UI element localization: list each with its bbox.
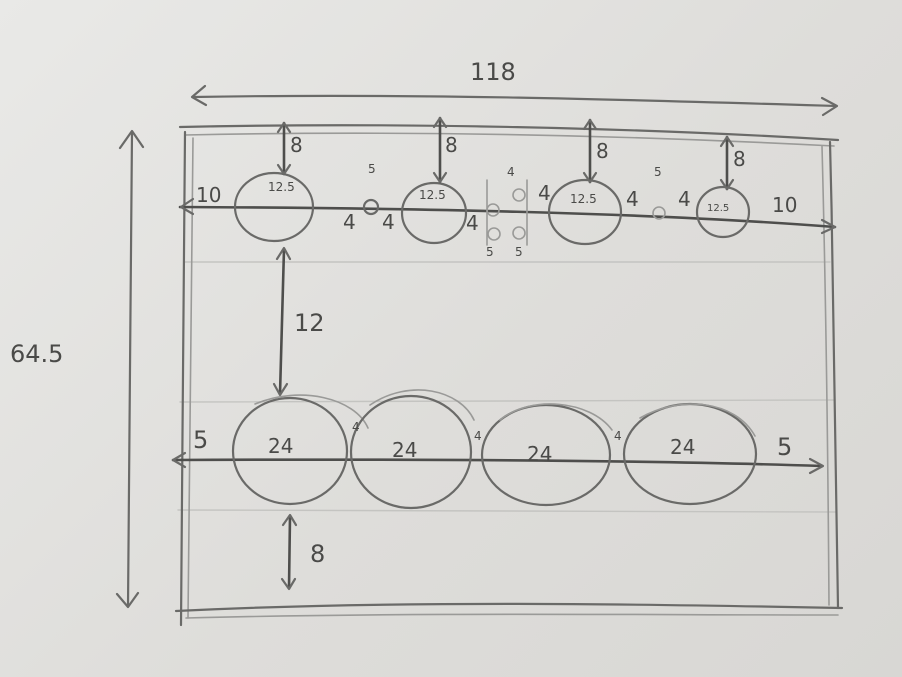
overall-height-label: 64.5: [10, 340, 63, 368]
top-circle-diameter-label-2: 12.5: [419, 188, 446, 202]
bottom-circle-2: [349, 394, 473, 510]
bottom-left-edge-label: 5: [193, 426, 208, 454]
bottom-circle-3: [480, 403, 612, 507]
top-circle-2: [400, 181, 468, 245]
small-circle-6: [652, 206, 666, 220]
bottom-circle-1: [231, 396, 349, 506]
top-margin-label-1: 8: [290, 133, 303, 157]
bottom-gap-label-1: 4: [352, 420, 360, 434]
overall-height-dimension: [115, 129, 145, 609]
small-circle-5: [512, 226, 526, 240]
bottom-circle-diameter-label-1: 24: [268, 434, 293, 458]
overall-width-dimension: [190, 84, 839, 117]
bottom-margin-label: 8: [310, 540, 325, 568]
bottom-circle-diameter-label-4: 24: [670, 435, 695, 459]
guide-line: [177, 509, 837, 513]
gap-label-6: 4: [678, 187, 691, 211]
top-left-edge-label: 10: [196, 183, 221, 207]
gap-label-3: 4: [466, 211, 479, 235]
bottom-margin-arrow: [280, 513, 298, 591]
top-margin-label-2: 8: [445, 133, 458, 157]
gap-label-2: 4: [382, 210, 395, 234]
top-margin-label-3: 8: [596, 139, 609, 163]
bottom-row-baseline: [171, 458, 824, 468]
gap-label-1: 4: [343, 210, 356, 234]
gap-label-top-center: 4: [507, 165, 515, 179]
small-diameter-label-4: 5: [515, 245, 523, 259]
top-circle-1: [233, 171, 315, 243]
outer-frame: [174, 124, 844, 627]
small-circle-3: [512, 188, 526, 202]
bottom-gap-label-2: 4: [474, 429, 482, 443]
small-diameter-label-1: 5: [368, 162, 376, 176]
small-diameter-label-2: 5: [654, 165, 662, 179]
gap-label-4: 4: [538, 181, 551, 205]
row-gap-arrow: [272, 246, 292, 397]
top-circle-3: [547, 178, 623, 246]
top-margin-label-4: 8: [733, 147, 746, 171]
top-right-edge-label: 10: [772, 193, 797, 217]
row-gap-label: 12: [294, 309, 325, 337]
bottom-circle-diameter-label-2: 24: [392, 438, 417, 462]
top-row-baseline: [178, 205, 837, 229]
guide-line: [179, 399, 836, 403]
top-circle-diameter-label-1: 12.5: [268, 180, 295, 194]
bottom-gap-label-3: 4: [614, 429, 622, 443]
small-circle-4: [487, 227, 501, 241]
gap-label-5: 4: [626, 187, 639, 211]
overall-width-label: 118: [470, 58, 516, 86]
top-circle-diameter-label-3: 12.5: [570, 192, 597, 206]
top-circle-diameter-label-4: 12.5: [707, 203, 729, 214]
top-margin-arrows: [276, 116, 735, 191]
top-circle-4: [695, 185, 751, 239]
bottom-right-edge-label: 5: [777, 433, 792, 461]
bottom-circle-diameter-label-3: 24: [527, 442, 552, 466]
small-diameter-label-3: 5: [486, 245, 494, 259]
small-circle-1: [362, 198, 380, 216]
